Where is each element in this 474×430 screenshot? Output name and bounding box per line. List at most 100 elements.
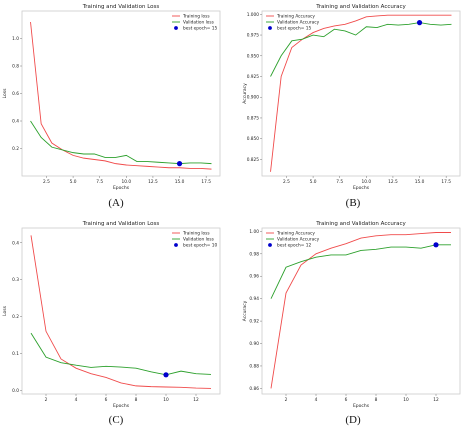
- legend-label: Training loss: [182, 231, 210, 237]
- y-tick-label: 0.975: [247, 33, 260, 39]
- plot-frame: [261, 227, 461, 395]
- legend-label: Validation Accuracy: [277, 237, 320, 243]
- chart-panel-b: Training and Validation Accuracy Epochs Ac…: [242, 4, 461, 191]
- legend-label: Validation loss: [183, 20, 215, 26]
- panel-label-c: (C): [108, 414, 124, 426]
- chart-panel-c: Training and Validation Loss Epochs Loss 2 4…: [2, 221, 221, 409]
- x-tick-label: 12: [433, 397, 439, 403]
- x-tick-label: 8: [375, 397, 378, 403]
- legend-best-marker: [268, 26, 272, 30]
- legend-label: Validation loss: [183, 237, 215, 243]
- y-tick-label: 0.88: [249, 363, 259, 369]
- series-line-training: [30, 21, 212, 170]
- best-epoch-point: [176, 161, 183, 167]
- panel-label-d: (D): [345, 414, 361, 426]
- x-tick-label: 10: [403, 397, 409, 403]
- y-tick-label: 0.94: [249, 296, 259, 302]
- legend-best-marker: [174, 26, 178, 30]
- y-tick-label: 1.000: [247, 12, 260, 18]
- x-tick-label: 2.5: [283, 179, 290, 185]
- legend-best-marker: [174, 243, 178, 247]
- x-axis-label: Epochs: [353, 185, 370, 191]
- y-tick-label: 0.8: [12, 64, 19, 70]
- y-tick-label: 0.900: [247, 95, 260, 101]
- x-tick-label: 10.0: [122, 179, 132, 185]
- y-tick-label: 0.86: [249, 386, 259, 392]
- chart-title: Training and Validation Loss: [82, 221, 160, 227]
- chart-title: Training and Validation Accuracy: [315, 221, 406, 227]
- x-tick-label: 4: [75, 397, 78, 403]
- y-tick-label: 0.3: [12, 277, 19, 283]
- x-tick-label: 4: [315, 397, 318, 403]
- y-tick-label: 0.875: [247, 115, 260, 121]
- series-line-training: [270, 14, 452, 172]
- chart-title: Training and Validation Loss: [82, 4, 160, 10]
- y-tick-label: 0.6: [12, 91, 19, 97]
- chart-title: Training and Validation Accuracy: [315, 4, 406, 10]
- x-tick-label: 10.0: [362, 179, 372, 185]
- y-tick-label: 0.2: [12, 314, 19, 320]
- x-tick-label: 12.5: [388, 179, 398, 185]
- legend-label: best epoch= 15: [183, 26, 217, 32]
- y-axis-label: Accuracy: [242, 300, 248, 321]
- x-tick-label: 10: [163, 397, 169, 403]
- y-tick-label: 0.96: [249, 274, 259, 280]
- x-tick-label: 8: [135, 397, 138, 403]
- x-tick-label: 15.0: [415, 179, 425, 185]
- y-tick-label: 0.90: [249, 341, 259, 347]
- series-line-training: [270, 232, 451, 389]
- series-line-validation: [270, 244, 451, 299]
- y-tick-label: 0.0: [12, 388, 19, 394]
- series-line-validation: [30, 332, 212, 376]
- y-tick-label: 0.4: [12, 119, 19, 125]
- y-tick-label: 0.4: [12, 240, 19, 246]
- series-line-validation: [30, 120, 212, 165]
- legend-label: Training Accuracy: [276, 14, 315, 20]
- x-tick-label: 15.0: [175, 179, 185, 185]
- panel-label-b: (B): [345, 197, 361, 209]
- x-tick-label: 2: [285, 397, 288, 403]
- y-tick-label: 0.850: [247, 136, 260, 142]
- y-tick-label: 0.2: [12, 146, 19, 152]
- plot-frame: [21, 227, 221, 395]
- legend-label: best epoch= 12: [277, 243, 311, 249]
- legend-label: best epoch= 15: [277, 26, 311, 32]
- y-axis-label: Loss: [2, 305, 8, 316]
- chart-panel-d: Training and Validation Accuracy Epochs Ac…: [242, 221, 461, 409]
- x-tick-label: 6: [105, 397, 108, 403]
- plot-frame: [261, 10, 461, 177]
- x-tick-label: 5.0: [310, 179, 317, 185]
- x-tick-label: 7.5: [336, 179, 343, 185]
- y-tick-label: 0.950: [247, 53, 260, 59]
- x-tick-label: 5.0: [70, 179, 77, 185]
- y-tick-label: 1.00: [249, 229, 259, 235]
- x-tick-label: 12: [193, 397, 199, 403]
- y-tick-label: 1.0: [12, 36, 19, 42]
- x-axis-label: Epochs: [353, 403, 370, 409]
- y-tick-label: 0.98: [249, 251, 259, 257]
- x-tick-label: 17.5: [201, 179, 211, 185]
- chart-panel-a: Training and Validation Loss Epochs Loss 2.…: [2, 4, 221, 191]
- y-tick-label: 0.92: [249, 319, 259, 325]
- panel-label-a: (A): [108, 197, 124, 209]
- legend-label: best epoch= 10: [183, 243, 217, 249]
- x-tick-label: 2.5: [43, 179, 50, 185]
- y-axis-label: Accuracy: [242, 83, 248, 104]
- x-tick-label: 6: [345, 397, 348, 403]
- y-tick-label: 0.1: [12, 351, 19, 357]
- x-axis-label: Epochs: [113, 403, 130, 409]
- plot-frame: [21, 10, 221, 177]
- x-tick-label: 12.5: [148, 179, 158, 185]
- best-epoch-point: [416, 20, 423, 26]
- legend-best-marker: [268, 243, 272, 247]
- best-epoch-point: [433, 242, 439, 248]
- x-axis-label: Epochs: [113, 185, 130, 191]
- y-tick-label: 0.825: [247, 157, 260, 163]
- best-epoch-point: [163, 372, 169, 378]
- x-tick-label: 7.5: [96, 179, 103, 185]
- legend-label: Validation Accuracy: [277, 20, 320, 26]
- legend-label: Training loss: [182, 14, 210, 20]
